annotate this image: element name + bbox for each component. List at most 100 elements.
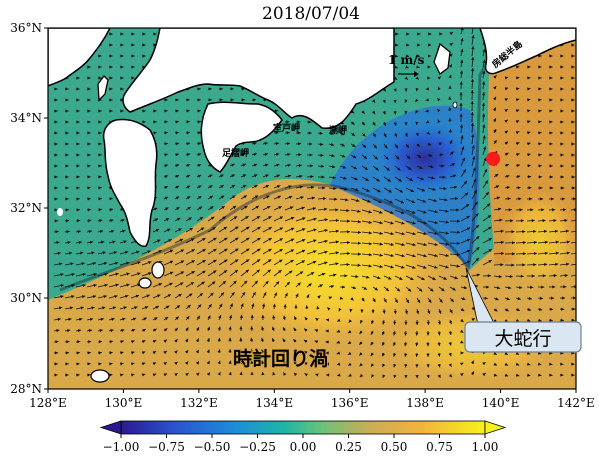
velocity-arrow-head — [426, 364, 430, 368]
velocity-arrow-head — [206, 326, 211, 331]
velocity-arrow-head — [560, 87, 564, 91]
velocity-arrow-head — [395, 43, 399, 47]
velocity-arrow-head — [314, 340, 318, 344]
velocity-arrow-head — [434, 220, 438, 225]
velocity-arrow-head — [404, 353, 408, 357]
velocity-arrow-head — [417, 299, 421, 304]
velocity-arrow-head — [196, 327, 200, 331]
velocity-arrow-head — [196, 315, 200, 320]
velocity-arrow-head — [81, 262, 85, 266]
velocity-arrow-head — [522, 263, 526, 267]
velocity-arrow-head — [515, 131, 520, 135]
velocity-arrow-head — [338, 307, 342, 312]
velocity-arrow-head — [448, 373, 452, 378]
velocity-arrow-head — [299, 174, 303, 178]
velocity-arrow-head — [388, 276, 392, 280]
velocity-arrow-head — [305, 305, 309, 309]
velocity-arrow-head — [241, 87, 245, 91]
velocity-arrow-head — [475, 224, 479, 229]
velocity-arrow-head — [437, 119, 441, 123]
velocity-arrow-head — [152, 373, 157, 377]
velocity-arrow-head — [549, 373, 553, 377]
velocity-arrow-head — [528, 186, 532, 190]
x-axis: 128°E 130°E 132°E 134°E 136°E 138°E 140°… — [29, 389, 595, 410]
velocity-arrow-head — [197, 120, 201, 124]
velocity-arrow-head — [449, 309, 453, 314]
velocity-arrow-head — [337, 318, 341, 322]
velocity-arrow-head — [299, 185, 303, 189]
velocity-arrow-head — [76, 219, 81, 223]
velocity-arrow-head — [450, 298, 454, 302]
velocity-arrow-head — [312, 260, 317, 264]
velocity-arrow-head — [169, 249, 174, 253]
velocity-arrow-head — [471, 371, 474, 375]
velocity-arrow-head — [65, 175, 69, 179]
velocity-arrow-head — [368, 264, 372, 268]
velocity-arrow-head — [466, 238, 471, 242]
velocity-arrow-head — [377, 276, 381, 280]
velocity-arrow-head — [301, 238, 306, 242]
velocity-arrow-head — [208, 304, 212, 308]
velocity-arrow-head — [415, 132, 419, 136]
velocity-arrow-head — [493, 75, 497, 79]
velocity-arrow-head — [533, 229, 537, 234]
velocity-arrow-head — [399, 276, 403, 280]
velocity-arrow-head — [571, 362, 575, 366]
velocity-arrow-head — [253, 163, 258, 167]
velocity-arrow-head — [393, 310, 397, 315]
velocity-arrow-head — [175, 164, 179, 168]
velocity-arrow-head — [346, 240, 350, 245]
velocity-arrow-head — [473, 178, 477, 183]
velocity-arrow-head — [415, 321, 419, 325]
velocity-arrow-head — [325, 362, 329, 366]
velocity-arrow-head — [368, 253, 372, 257]
velocity-arrow-head — [175, 153, 179, 157]
velocity-arrow-head — [452, 287, 456, 291]
velocity-arrow-head — [560, 362, 564, 366]
velocity-arrow-head — [482, 113, 486, 117]
velocity-arrow-head — [571, 142, 575, 146]
velocity-arrow-head — [185, 361, 189, 365]
velocity-arrow-head — [460, 318, 464, 323]
velocity-arrow-head — [115, 272, 119, 276]
velocity-arrow-head — [486, 285, 490, 289]
scale-label: 1 m/s — [388, 53, 425, 67]
velocity-arrow-head — [186, 185, 191, 189]
velocity-arrow-head — [276, 174, 280, 178]
velocity-arrow-head — [297, 142, 302, 146]
velocity-arrow-head — [571, 54, 575, 58]
velocity-arrow-head — [272, 372, 276, 376]
velocity-arrow-head — [217, 360, 221, 365]
velocity-arrow-head — [76, 142, 80, 146]
velocity-arrow-head — [239, 337, 243, 341]
velocity-arrow-head — [77, 329, 82, 333]
velocity-arrow-head — [314, 362, 319, 366]
velocity-arrow-head — [59, 306, 63, 310]
velocity-arrow-head — [347, 351, 352, 355]
velocity-arrow-head — [438, 310, 442, 314]
velocity-arrow-head — [175, 175, 179, 178]
velocity-arrow-head — [460, 373, 464, 377]
velocity-arrow-head — [65, 120, 69, 124]
velocity-arrow-head — [316, 306, 320, 310]
velocity-arrow-head — [460, 308, 465, 311]
velocity-arrow-head — [416, 310, 420, 315]
velocity-arrow-head — [415, 353, 419, 357]
velocity-arrow-head — [448, 363, 452, 367]
velocity-arrow-head — [231, 292, 235, 296]
velocity-arrow-head — [224, 248, 228, 252]
velocity-arrow-head — [462, 297, 466, 301]
velocity-arrow-head — [428, 32, 432, 36]
velocity-arrow-head — [493, 86, 497, 90]
velocity-arrow-head — [131, 328, 136, 332]
velocity-arrow-head — [288, 195, 293, 199]
velocity-arrow-head — [552, 208, 556, 212]
velocity-arrow-head — [340, 132, 345, 136]
velocity-arrow-head — [195, 361, 199, 365]
velocity-arrow-head — [321, 175, 325, 179]
velocity-arrow-head — [428, 153, 433, 157]
velocity-arrow-head — [357, 252, 361, 256]
velocity-arrow-head — [250, 337, 254, 342]
velocity-arrow-head — [405, 54, 409, 58]
velocity-arrow-head — [146, 294, 150, 298]
